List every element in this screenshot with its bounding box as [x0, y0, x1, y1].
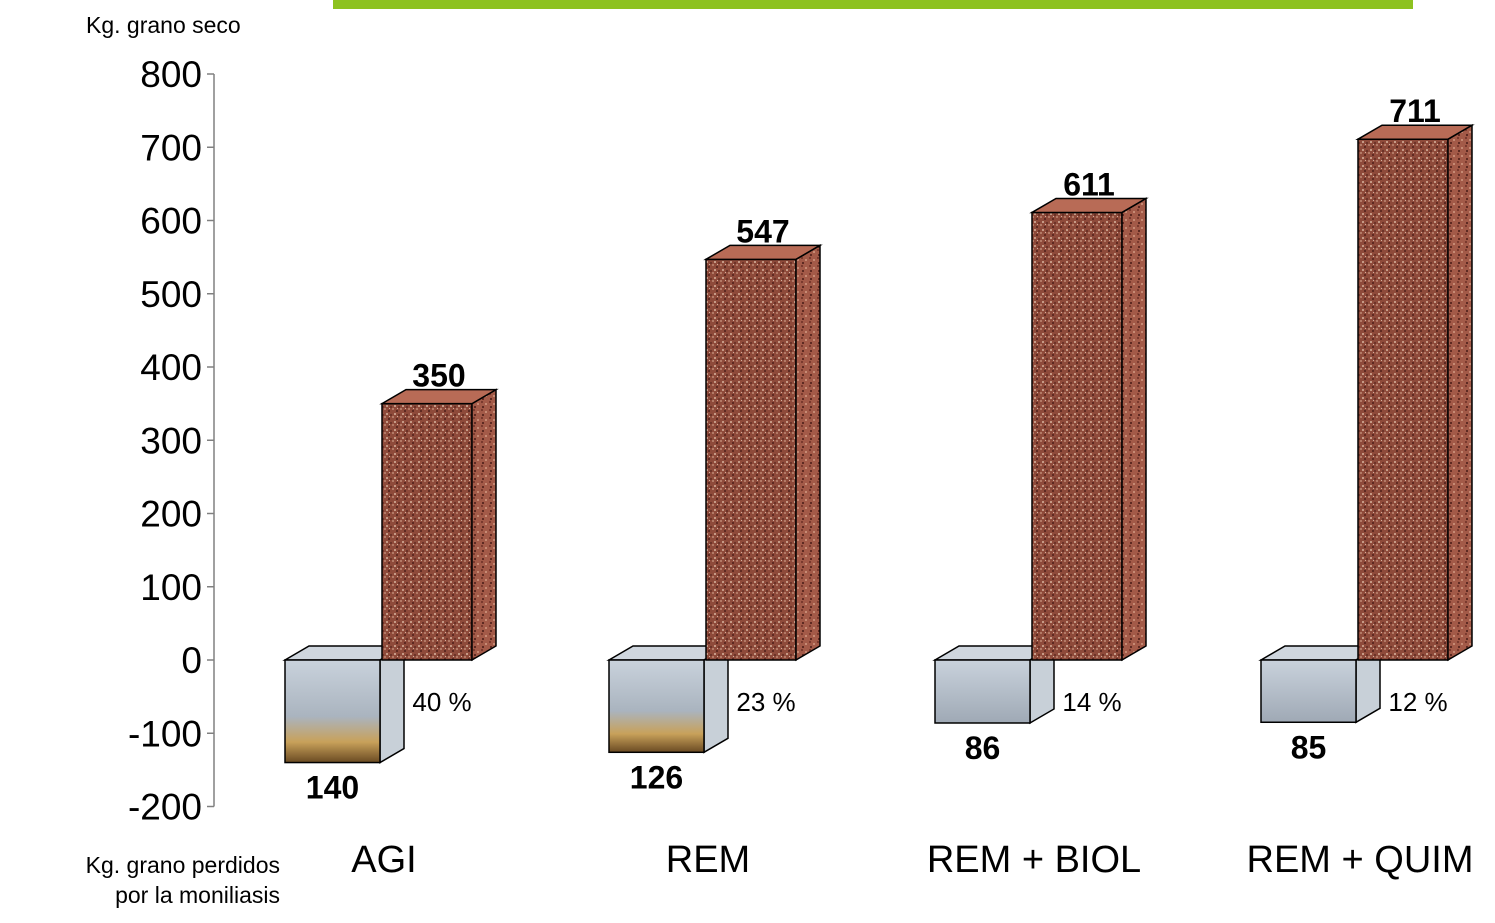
percent-label: 23 % — [736, 687, 795, 717]
accent-line — [333, 0, 1413, 9]
loss-bar — [608, 659, 705, 754]
y-axis-title-bottom-line2: por la moniliasis — [115, 882, 280, 908]
grain-bar-side — [1121, 197, 1147, 662]
loss-value-label: 140 — [306, 770, 359, 806]
y-tick-label: 600 — [140, 201, 202, 242]
grain-bar-top — [379, 388, 499, 405]
grain-bar — [1357, 138, 1449, 661]
grain-bar — [381, 402, 473, 661]
y-tick-label: 700 — [140, 127, 202, 168]
percent-label: 12 % — [1388, 687, 1447, 717]
y-tick-label: 300 — [140, 420, 202, 461]
y-axis-title-bottom-line1: Kg. grano perdidos — [85, 852, 280, 878]
grain-value-label: 547 — [736, 213, 789, 249]
y-tick-label: -200 — [128, 787, 202, 828]
grain-bar-top — [1355, 124, 1475, 140]
grain-bar-side — [795, 244, 821, 662]
loss-bar — [284, 659, 381, 764]
category-label: REM — [666, 839, 750, 881]
grain-bar-side — [471, 388, 497, 662]
percent-label: 40 % — [412, 687, 471, 717]
bars-group — [282, 123, 1475, 764]
grain-bar — [1031, 211, 1123, 661]
grain-bar-top — [703, 244, 823, 261]
loss-value-label: 85 — [1291, 729, 1327, 765]
loss-bar — [934, 659, 1031, 724]
grain-value-label: 611 — [1063, 166, 1115, 202]
grain-bar — [705, 258, 797, 661]
y-axis-title-top: Kg. grano seco — [86, 12, 241, 38]
loss-value-label: 126 — [630, 759, 683, 795]
loss-bar — [1260, 659, 1357, 724]
y-tick-label: 400 — [140, 347, 202, 388]
y-tick-label: 800 — [140, 54, 202, 95]
y-tick-label: 500 — [140, 274, 202, 315]
labels-group: 350 140 40 % AGI 547 126 23 % REM 611 86 14 % REM +… — [306, 93, 1474, 881]
grain-value-label: 350 — [412, 358, 465, 394]
grain-bar-side — [1447, 123, 1473, 662]
category-label: AGI — [351, 839, 416, 881]
loss-value-label: 86 — [965, 730, 1001, 766]
y-tick-label: 100 — [140, 567, 202, 608]
category-label: REM + QUIM — [1247, 839, 1474, 881]
loss-bar-side — [703, 644, 729, 754]
category-label: REM + BIOL — [927, 839, 1141, 881]
y-tick-label: 200 — [140, 494, 202, 535]
y-tick-label: 0 — [181, 640, 202, 681]
loss-bar-side — [379, 644, 405, 764]
grain-bar-top — [1029, 197, 1149, 214]
percent-label: 14 % — [1062, 687, 1121, 717]
y-axis: 800 700 600 500 400 300 200 100 0 -100 -200 — [128, 54, 215, 828]
grain-value-label: 711 — [1389, 93, 1441, 129]
y-tick-label: -100 — [128, 713, 202, 754]
